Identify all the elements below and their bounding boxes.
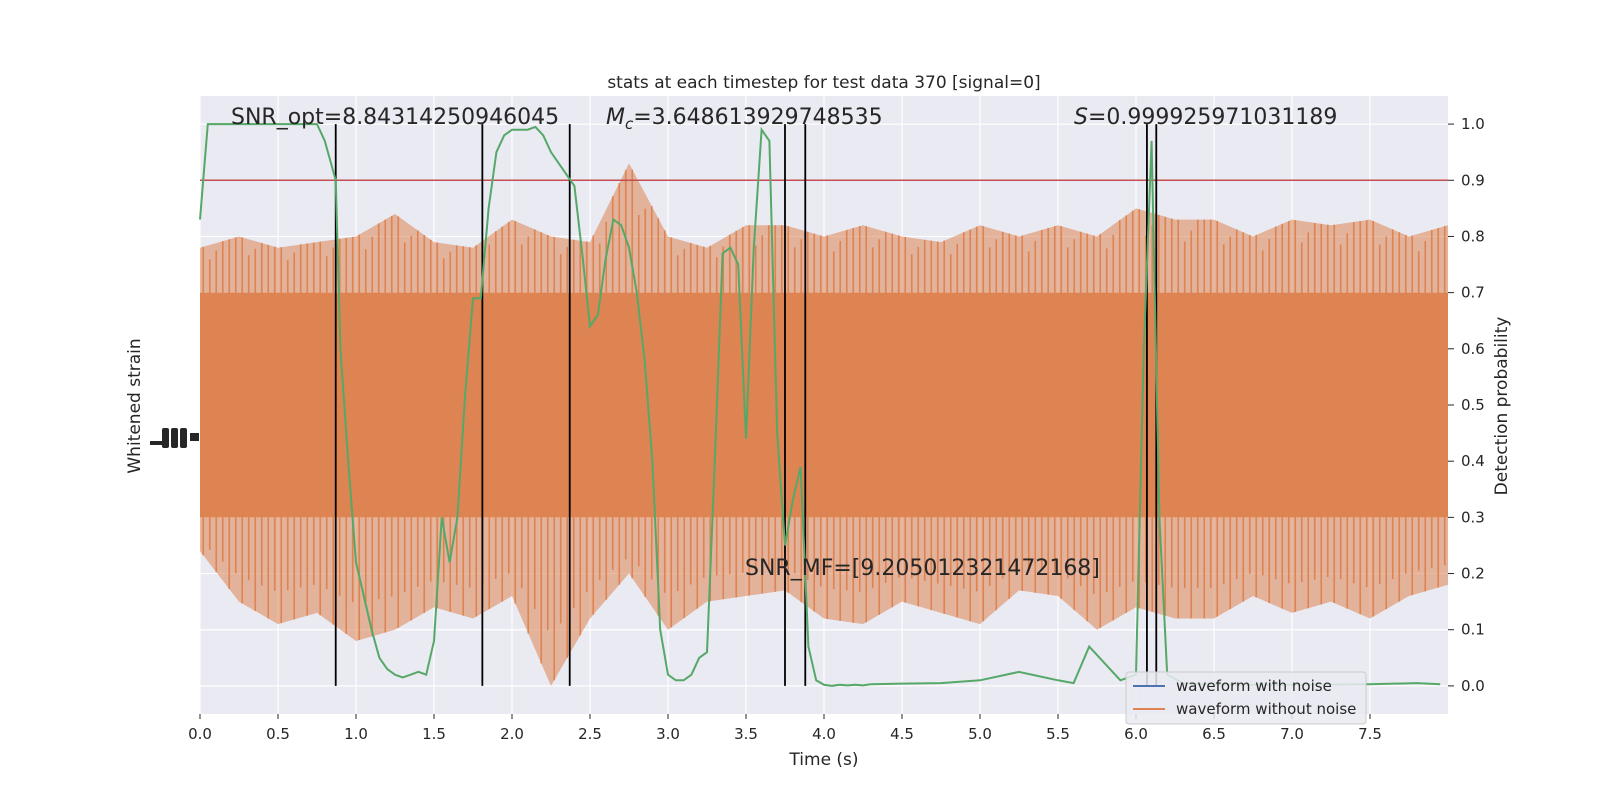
left-axis-tick-cluster (150, 428, 199, 448)
x-tick-label: 5.5 (1046, 725, 1070, 743)
x-tick-label: 2.0 (500, 725, 524, 743)
chirp-mass-annotation: Mc=3.648613929748535 (606, 105, 883, 133)
x-tick-label: 0.0 (188, 725, 212, 743)
y-tick-label: 0.6 (1461, 340, 1485, 358)
x-axis-ticks: 0.0 0.5 1.0 1.5 2.0 2.5 3.0 3.5 4.0 4.5 5.0 5.5 6.0 6… (188, 714, 1382, 743)
legend-box (1125, 671, 1367, 725)
y-axis-ticks-right: 0.0 0.1 0.2 0.3 0.4 0.5 0.6 0.7 0.8 0.9 1.0 (1448, 115, 1485, 695)
y-tick-label: 0.7 (1461, 284, 1485, 302)
y-axis-label-left: Whitened strain (125, 338, 145, 473)
y-tick-label: 0.8 (1461, 227, 1485, 245)
y-tick-label: 0.2 (1461, 565, 1485, 583)
x-tick-label: 2.5 (578, 725, 602, 743)
legend-label-clean: waveform without noise (1176, 700, 1356, 718)
x-tick-label: 4.5 (890, 725, 914, 743)
y-axis-label-right: Detection probability (1492, 317, 1512, 496)
x-tick-label: 5.0 (968, 725, 992, 743)
y-tick-label: 0.0 (1461, 677, 1485, 695)
y-tick-label: 0.3 (1461, 508, 1485, 526)
x-tick-label: 1.0 (344, 725, 368, 743)
y-tick-label: 1.0 (1461, 115, 1485, 133)
legend-label-noise: waveform with noise (1176, 677, 1332, 695)
x-tick-label: 7.5 (1358, 725, 1382, 743)
y-tick-label: 0.1 (1461, 621, 1485, 639)
x-tick-label: 1.5 (422, 725, 446, 743)
y-tick-label: 0.5 (1461, 396, 1485, 414)
x-tick-label: 6.0 (1124, 725, 1148, 743)
strain-band (200, 163, 1448, 686)
snr-mf-annotation: SNR_MF=[9.205012321472168] (745, 556, 1100, 581)
x-tick-label: 3.5 (734, 725, 758, 743)
x-tick-label: 0.5 (266, 725, 290, 743)
legend: waveform with noise waveform without noi… (1125, 671, 1367, 725)
snr-opt-annotation: SNR_opt=8.84314250946045 (231, 105, 559, 130)
s-annotation: S=0.999925971031189 (1074, 105, 1337, 130)
detection-probability-line (199, 123, 1441, 687)
x-tick-label: 3.0 (656, 725, 680, 743)
x-tick-label: 4.0 (812, 725, 836, 743)
chart-title: stats at each timestep for test data 370… (607, 73, 1040, 93)
y-tick-label: 0.4 (1461, 452, 1485, 470)
strain-core (200, 292, 1448, 518)
y-tick-label: 0.9 (1461, 171, 1485, 189)
x-tick-label: 7.0 (1280, 725, 1304, 743)
x-tick-label: 6.5 (1202, 725, 1226, 743)
x-axis-label: Time (s) (788, 750, 858, 770)
